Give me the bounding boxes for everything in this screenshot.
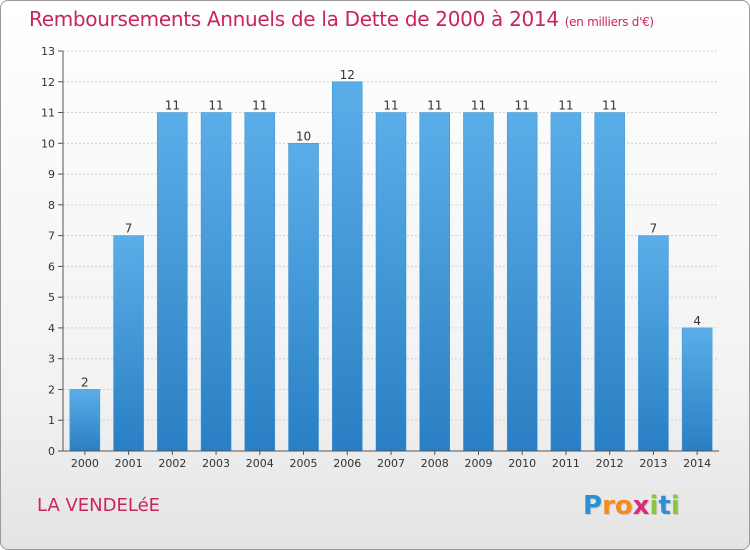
y-tick-label-9: 9 — [48, 168, 55, 181]
logo-letter: i — [670, 491, 680, 521]
value-label-2010: 11 — [515, 99, 530, 113]
y-tick-label-4: 4 — [48, 322, 55, 335]
x-tick-label-2013: 2013 — [639, 457, 667, 470]
x-tick-label-2001: 2001 — [115, 457, 143, 470]
bar-2001 — [113, 235, 144, 452]
bar-2005 — [288, 143, 319, 452]
value-label-2008: 11 — [427, 99, 442, 113]
value-labels: 2 7 11 11 11 10 12 11 11 11 11 11 11 7 4 — [81, 68, 701, 390]
chart-title: Remboursements Annuels de la Dette de 20… — [29, 7, 654, 31]
bar-2000 — [69, 389, 101, 452]
value-label-2013: 7 — [650, 222, 658, 236]
bar-2011 — [550, 112, 582, 452]
y-tick-label-0: 0 — [48, 445, 55, 458]
value-label-2012: 11 — [602, 99, 617, 113]
logo-letter: r — [602, 491, 615, 521]
y-tick-label-13: 13 — [41, 45, 55, 58]
logo-letter: P — [583, 491, 603, 521]
logo-letter: t — [658, 491, 671, 521]
y-tick-label-1: 1 — [48, 414, 55, 427]
value-label-2004: 11 — [252, 99, 267, 113]
y-tick-label-12: 12 — [41, 76, 55, 89]
bar-2013 — [638, 235, 669, 452]
bar-2014 — [681, 327, 713, 452]
x-tick-label-2000: 2000 — [71, 457, 99, 470]
value-label-2001: 7 — [125, 222, 133, 236]
title-unit: (en milliers d'€) — [564, 15, 654, 29]
proxiti-logo: Proxiti — [583, 491, 680, 521]
value-label-2006: 12 — [340, 68, 355, 82]
x-tick-label-2008: 2008 — [421, 457, 449, 470]
bar-2010 — [506, 112, 538, 452]
value-label-2003: 11 — [208, 99, 223, 113]
y-tick-label-7: 7 — [48, 230, 55, 243]
value-label-2014: 4 — [693, 314, 701, 328]
value-label-2011: 11 — [558, 99, 573, 113]
x-tick-label-2003: 2003 — [202, 457, 230, 470]
bar-2006 — [332, 81, 363, 452]
bar-2002 — [157, 112, 188, 452]
y-tick-label-6: 6 — [48, 260, 55, 273]
bar-2008 — [419, 112, 450, 452]
commune-name: LA VENDELéE — [37, 495, 161, 516]
y-tick-label-5: 5 — [48, 291, 55, 304]
logo-letter: x — [632, 491, 650, 521]
x-tick-label-2009: 2009 — [464, 457, 492, 470]
bar-2004 — [244, 112, 276, 452]
logo-letter: o — [614, 491, 633, 521]
value-label-2005: 10 — [296, 129, 311, 143]
bar-2003 — [200, 112, 232, 452]
bar-2009 — [463, 112, 494, 452]
value-label-2002: 11 — [165, 99, 180, 113]
bars — [69, 81, 713, 452]
value-label-2009: 11 — [471, 99, 486, 113]
x-tick-label-2007: 2007 — [377, 457, 405, 470]
x-tick-label-2002: 2002 — [158, 457, 186, 470]
y-tick-label-10: 10 — [41, 137, 55, 150]
x-tick-label-2006: 2006 — [333, 457, 361, 470]
y-tick-label-3: 3 — [48, 353, 55, 366]
x-tick-label-2004: 2004 — [246, 457, 274, 470]
x-tick-label-2010: 2010 — [508, 457, 536, 470]
y-tick-label-2: 2 — [48, 383, 55, 396]
title-text: Remboursements Annuels de la Dette de 20… — [29, 7, 559, 31]
value-label-2007: 11 — [383, 99, 398, 113]
logo-letter: i — [649, 491, 659, 521]
x-tick-label-2012: 2012 — [596, 457, 624, 470]
x-tick-label-2005: 2005 — [290, 457, 318, 470]
x-tick-label-2014: 2014 — [683, 457, 711, 470]
value-label-2000: 2 — [81, 375, 89, 389]
bar-2012 — [594, 112, 625, 452]
x-tick-label-2011: 2011 — [552, 457, 580, 470]
y-tick-label-11: 11 — [41, 107, 55, 120]
bar-2007 — [375, 112, 407, 452]
y-tick-label-8: 8 — [48, 199, 55, 212]
